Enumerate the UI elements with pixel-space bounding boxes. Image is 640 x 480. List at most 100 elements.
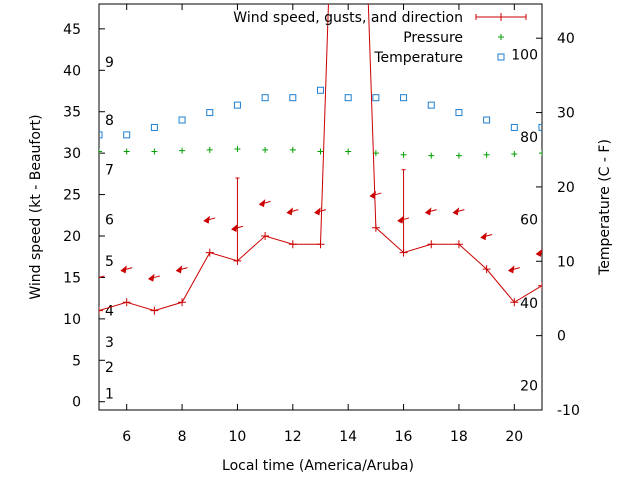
beaufort-labels: 1 2 3 4 5 6 7 8 9 xyxy=(105,55,114,402)
y-tick-label: 30 xyxy=(63,146,81,162)
legend-pressure-marker xyxy=(498,34,504,40)
wind-direction-arrow xyxy=(99,273,105,278)
fahrenheit-label: 20 xyxy=(520,378,538,394)
temperature-point xyxy=(510,123,518,131)
y2-tick-label: 0 xyxy=(557,329,566,345)
y2-axis-label: Temperature (C - F) xyxy=(597,139,613,276)
legend-wind-marker xyxy=(497,13,505,21)
wind-speed-point xyxy=(427,240,436,249)
pressure-point xyxy=(511,150,518,157)
wind-speed-point xyxy=(538,281,542,290)
y2-tick-label: 20 xyxy=(557,180,575,196)
wind-direction-arrow xyxy=(175,265,188,274)
wind-direction-arrow xyxy=(424,207,437,216)
beaufort-label: 3 xyxy=(105,335,114,351)
beaufort-label: 8 xyxy=(105,113,114,129)
y2-tick-label: 10 xyxy=(557,254,575,270)
temperature-point xyxy=(123,131,131,139)
temperature-point xyxy=(455,109,463,117)
y2-tick-label: -10 xyxy=(557,403,580,419)
fahrenheit-label: 80 xyxy=(520,130,538,146)
fahrenheit-labels: 20 40 60 80 100 xyxy=(511,48,538,395)
x-tick-label: 12 xyxy=(284,429,302,445)
y-tick-label: 5 xyxy=(72,353,81,369)
temperature-point xyxy=(289,94,297,102)
pressure-point xyxy=(179,147,186,154)
pressure-point xyxy=(99,148,102,155)
wind-direction-arrow xyxy=(480,232,493,241)
wind-speed-point xyxy=(178,298,187,307)
temperature-point xyxy=(206,109,214,117)
beaufort-label: 2 xyxy=(105,360,114,376)
plot-frame xyxy=(98,3,543,411)
legend-label: Wind speed, gusts, and direction xyxy=(233,10,463,26)
temperature-point xyxy=(317,86,324,94)
wind-speed-point xyxy=(150,306,159,315)
pressure-point xyxy=(428,152,435,159)
pressure-series xyxy=(99,146,542,159)
x-tick-label: 8 xyxy=(178,429,187,445)
axis-ticks: 6 8 10 12 14 16 18 20051015202530354045-1001020… xyxy=(63,4,580,445)
pressure-point xyxy=(206,146,213,153)
legend-label: Temperature xyxy=(373,50,463,66)
pressure-point xyxy=(317,148,324,155)
x-tick-label: 18 xyxy=(450,429,468,445)
y2-tick-label: 30 xyxy=(557,106,575,122)
beaufort-label: 5 xyxy=(105,254,114,270)
pressure-point xyxy=(400,151,407,158)
wind-speed-point xyxy=(288,240,297,249)
wind-direction-arrow xyxy=(286,207,299,216)
y-tick-label: 45 xyxy=(63,22,81,38)
x-tick-label: 6 xyxy=(122,429,131,445)
temperature-point xyxy=(178,116,186,124)
wind-direction-arrows xyxy=(99,190,542,282)
wind-speed-line xyxy=(99,4,542,312)
x-tick-label: 16 xyxy=(395,429,413,445)
beaufort-label: 6 xyxy=(105,212,114,228)
temperature-point xyxy=(344,94,352,102)
wind-direction-arrow xyxy=(147,273,161,282)
temperature-series xyxy=(99,86,542,139)
temperature-point xyxy=(400,94,408,102)
y-axis-label: Wind speed (kt - Beaufort) xyxy=(28,114,44,299)
fahrenheit-label: 40 xyxy=(520,296,538,312)
pressure-point xyxy=(455,152,462,159)
wind-speed-point xyxy=(261,232,270,240)
temperature-point xyxy=(372,94,380,102)
temperature-point xyxy=(538,123,542,131)
fahrenheit-label: 100 xyxy=(511,48,538,64)
pressure-point xyxy=(151,148,158,155)
wind-direction-arrow xyxy=(258,199,271,208)
y2-tick-label: 40 xyxy=(557,31,575,47)
legend-temperature-marker xyxy=(497,53,505,61)
beaufort-label: 1 xyxy=(105,386,114,402)
wind-direction-arrow xyxy=(535,249,542,257)
wind-speed-point xyxy=(371,223,380,232)
wind-direction-arrow xyxy=(452,207,465,216)
beaufort-label: 7 xyxy=(105,163,114,179)
x-tick-label: 10 xyxy=(229,429,247,445)
wind-direction-arrow xyxy=(397,215,410,224)
wind-direction-arrow xyxy=(203,215,216,224)
temperature-point xyxy=(150,123,158,131)
pressure-point xyxy=(289,146,296,153)
wind-direction-arrow xyxy=(507,265,520,274)
x-tick-label: 14 xyxy=(339,429,357,445)
pressure-point xyxy=(123,148,130,155)
beaufort-label: 4 xyxy=(105,304,114,320)
wind-direction-arrow xyxy=(231,224,244,232)
wind-speed-point xyxy=(316,240,325,249)
fahrenheit-label: 60 xyxy=(520,213,538,229)
pressure-point xyxy=(539,150,542,157)
temperature-point xyxy=(483,116,491,124)
temperature-point xyxy=(233,101,241,109)
x-tick-label: 20 xyxy=(505,429,523,445)
y-tick-label: 35 xyxy=(63,105,81,121)
beaufort-label: 9 xyxy=(105,55,114,71)
legend: Wind speed, gusts, and direction Pressure… xyxy=(233,10,527,66)
temperature-point xyxy=(427,101,435,109)
wind-speed-point xyxy=(510,298,519,307)
wind-direction-arrow xyxy=(314,207,327,216)
wind-speed-point xyxy=(205,248,214,257)
